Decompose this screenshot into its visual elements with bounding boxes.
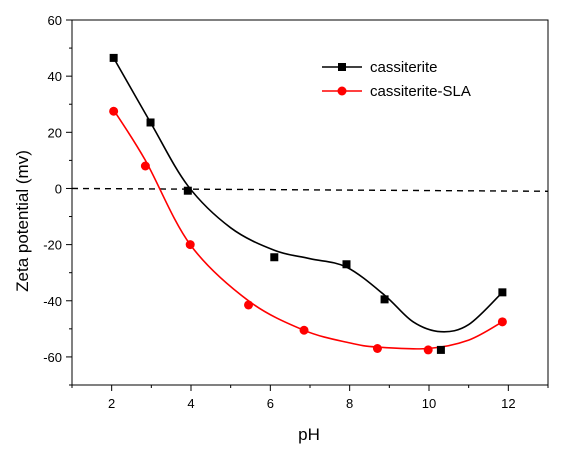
- legend: cassiterite cassiterite-SLA: [322, 59, 471, 100]
- axes-layer: 2 4 6 8 10 12 -60 -40 -20 0 20 40 60: [43, 13, 549, 411]
- y-tick-label: -20: [43, 238, 62, 253]
- x-tick-label: 2: [108, 396, 115, 411]
- cassiterite-sla-legend-marker: [337, 86, 347, 96]
- cassiterite-sla-point: [423, 345, 433, 355]
- markers-layer: [109, 53, 507, 355]
- cassiterite-legend-marker: [338, 63, 346, 71]
- y-tick-label: 20: [48, 125, 62, 140]
- cassiterite-point: [498, 288, 507, 297]
- x-axis-label: pH: [298, 425, 320, 444]
- cassiterite-point: [146, 118, 155, 127]
- x-tick-label: 4: [187, 396, 194, 411]
- cassiterite-point: [380, 295, 389, 304]
- x-tick-label: 8: [346, 396, 353, 411]
- cassiterite-sla-legend-label: cassiterite-SLA: [370, 83, 471, 100]
- cassiterite-fit-line: [112, 57, 503, 333]
- cassiterite-sla-point: [497, 317, 507, 327]
- cassiterite-point: [436, 345, 445, 354]
- x-tick-label: 12: [501, 396, 515, 411]
- plot-frame: [71, 19, 549, 386]
- cassiterite-sla-point: [109, 106, 119, 116]
- cassiterite-point: [183, 186, 192, 195]
- cassiterite-point: [270, 253, 279, 262]
- cassiterite-point: [342, 260, 351, 269]
- cassiterite-legend-label: cassiterite: [370, 59, 438, 76]
- cassiterite-sla-point: [244, 300, 254, 310]
- zero-reference-line: [71, 187, 549, 192]
- cassiterite-sla-point: [299, 325, 309, 335]
- cassiterite-sla-point: [185, 240, 195, 250]
- cassiterite-sla-point: [140, 161, 150, 171]
- y-axis-label: Zeta potential (mv): [13, 150, 32, 292]
- cassiterite-sla-point: [372, 344, 382, 353]
- y-tick-label: -40: [43, 294, 62, 309]
- x-tick-label: 10: [422, 396, 436, 411]
- y-tick-label: -60: [43, 350, 62, 365]
- cassiterite-sla-fit-line: [112, 109, 503, 350]
- x-tick-label: 6: [267, 396, 274, 411]
- y-tick-label: 40: [48, 69, 62, 84]
- y-tick-label: 60: [48, 13, 62, 28]
- y-tick-label: 0: [55, 181, 62, 196]
- fit-lines-layer: [71, 57, 549, 350]
- cassiterite-point: [109, 53, 118, 62]
